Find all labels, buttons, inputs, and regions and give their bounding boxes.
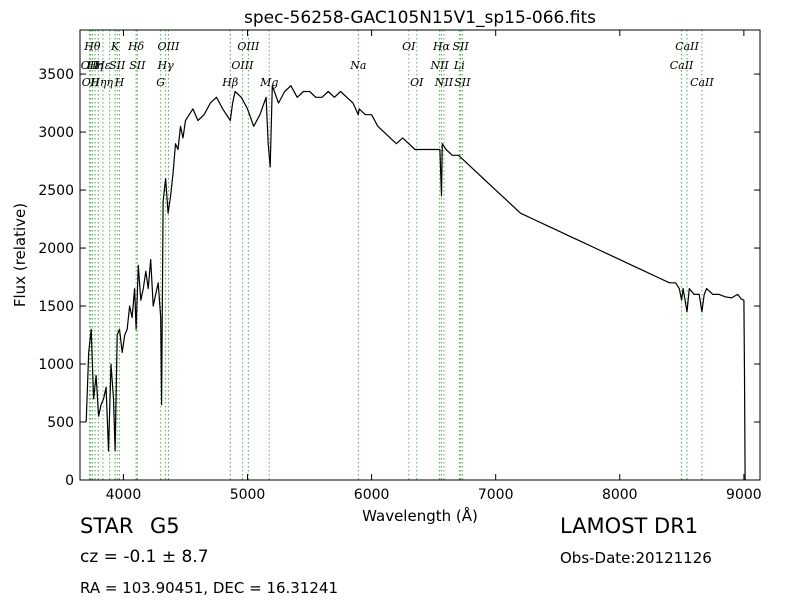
line-marker-label: Hα xyxy=(432,40,451,53)
line-marker-labels: OIIOIIHθHηHηHεηKSIIHHδSIIGHγOIIIHβOIIIOI… xyxy=(81,40,715,89)
line-marker-label: OII xyxy=(82,76,100,89)
line-marker-label: CaII xyxy=(690,76,714,89)
line-marker-label: Hη xyxy=(89,76,107,89)
line-marker-label: Hθ xyxy=(83,40,101,53)
y-tick-label: 2500 xyxy=(38,183,74,199)
line-marker-label: Li xyxy=(453,59,465,72)
line-marker-label: Hη xyxy=(86,59,104,72)
y-tick-label: 1000 xyxy=(38,357,74,373)
y-tick-label: 0 xyxy=(65,473,74,489)
line-marker-label: SII xyxy=(109,59,126,72)
spectrum-line xyxy=(85,85,746,481)
line-marker-label: Hβ xyxy=(221,76,238,89)
object-class: STAR xyxy=(80,514,134,538)
line-marker-label: K xyxy=(110,40,120,53)
object-subclass: G5 xyxy=(150,514,180,538)
line-marker-label: Hγ xyxy=(157,59,175,72)
line-marker-label: Hδ xyxy=(127,40,145,53)
line-marker-label: Hε xyxy=(94,59,111,72)
y-axis-ticks: 0 500 1000 1500 2000 2500 3000 3500 xyxy=(38,67,760,489)
line-marker-label: NII xyxy=(434,76,454,89)
y-tick-label: 3000 xyxy=(38,125,74,141)
line-marker-label: NII xyxy=(429,59,449,72)
line-marker-label: CaII xyxy=(675,40,699,53)
line-markers xyxy=(89,30,703,480)
line-marker-label: OII xyxy=(81,59,99,72)
y-tick-label: 500 xyxy=(47,415,74,431)
line-marker-label: H xyxy=(114,76,125,89)
line-marker-label: OIII xyxy=(231,59,254,72)
y-tick-label: 1500 xyxy=(38,299,74,315)
x-tick-label: 5000 xyxy=(230,487,266,503)
line-marker-label: SII xyxy=(129,59,146,72)
line-marker-label: SII xyxy=(452,40,469,53)
x-tick-label: 8000 xyxy=(602,487,638,503)
y-tick-label: 2000 xyxy=(38,241,74,257)
line-marker-label: Na xyxy=(349,59,366,72)
x-tick-label: 4000 xyxy=(106,487,142,503)
y-axis-label: Flux (relative) xyxy=(11,203,29,307)
line-marker-label: OIII xyxy=(157,40,180,53)
line-marker-label: OI xyxy=(410,76,424,89)
line-marker-label: OIII xyxy=(237,40,260,53)
y-tick-label: 3500 xyxy=(38,67,74,83)
spectrum-series xyxy=(85,85,746,481)
x-axis-label: Wavelength (Å) xyxy=(362,506,478,525)
x-tick-label: 6000 xyxy=(354,487,390,503)
x-tick-label: 7000 xyxy=(478,487,514,503)
line-marker-label: G xyxy=(156,76,165,89)
survey-name: LAMOST DR1 xyxy=(560,514,699,538)
plot-frame xyxy=(79,29,761,481)
line-marker-label: OI xyxy=(402,40,416,53)
redshift-cz: cz = -0.1 ± 8.7 xyxy=(80,547,209,567)
line-marker-label: SII xyxy=(454,76,471,89)
x-tick-label: 9000 xyxy=(726,487,762,503)
line-marker-label: η xyxy=(106,76,113,89)
x-axis-ticks: 4000 5000 6000 7000 8000 9000 xyxy=(106,30,762,503)
ra-dec: RA = 103.90451, DEC = 16.31241 xyxy=(80,579,339,597)
line-marker-label: CaII xyxy=(670,59,694,72)
obs-date: Obs-Date:20121126 xyxy=(560,549,712,567)
chart-title: spec-56258-GAC105N15V1_sp15-066.fits xyxy=(244,8,596,28)
line-marker-label: Mg xyxy=(259,76,278,89)
